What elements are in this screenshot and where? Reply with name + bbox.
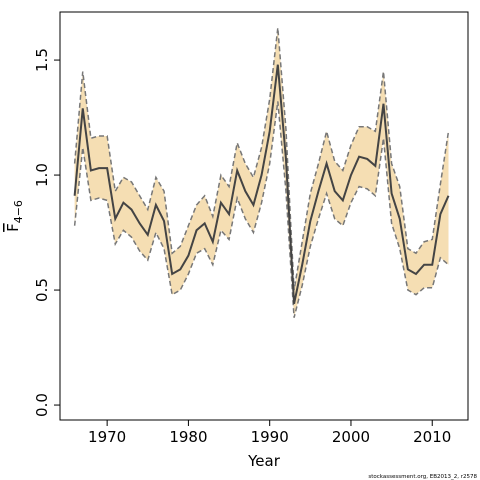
x-tick-label: 1990 — [251, 428, 289, 446]
y-axis-label: F4−6 — [4, 200, 25, 232]
y-label-main: F — [4, 223, 22, 232]
y-tick-label: 1.5 — [33, 48, 51, 72]
x-tick-label: 1970 — [88, 428, 126, 446]
upper-bound-line — [73, 27, 450, 291]
y-tick-label: 0.5 — [33, 278, 51, 302]
y-axis-label-text: F4−6 — [4, 200, 25, 232]
x-axis-label: Year — [247, 452, 281, 470]
lower-bound-line — [73, 101, 449, 318]
footer: stockassessment.org, EB2013_2, r2578 — [368, 474, 477, 480]
y-label-subscript: 4−6 — [12, 200, 25, 223]
x-tick-label: 1980 — [169, 428, 207, 446]
y-tick-label: 1.0 — [33, 163, 51, 187]
estimate-line — [73, 64, 450, 305]
y-tick-label: 0.0 — [33, 393, 51, 417]
x-tick-label: 2000 — [332, 428, 370, 446]
x-tick-label: 2010 — [413, 428, 451, 446]
